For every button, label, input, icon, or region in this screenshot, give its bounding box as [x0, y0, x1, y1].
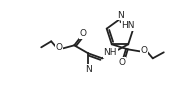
- Text: O: O: [80, 29, 87, 38]
- Text: O: O: [118, 58, 125, 67]
- Text: HN: HN: [122, 21, 135, 30]
- Text: NH: NH: [103, 48, 117, 57]
- Text: N: N: [85, 65, 92, 74]
- Text: N: N: [118, 10, 124, 20]
- Text: O: O: [140, 46, 147, 55]
- Text: O: O: [56, 43, 63, 52]
